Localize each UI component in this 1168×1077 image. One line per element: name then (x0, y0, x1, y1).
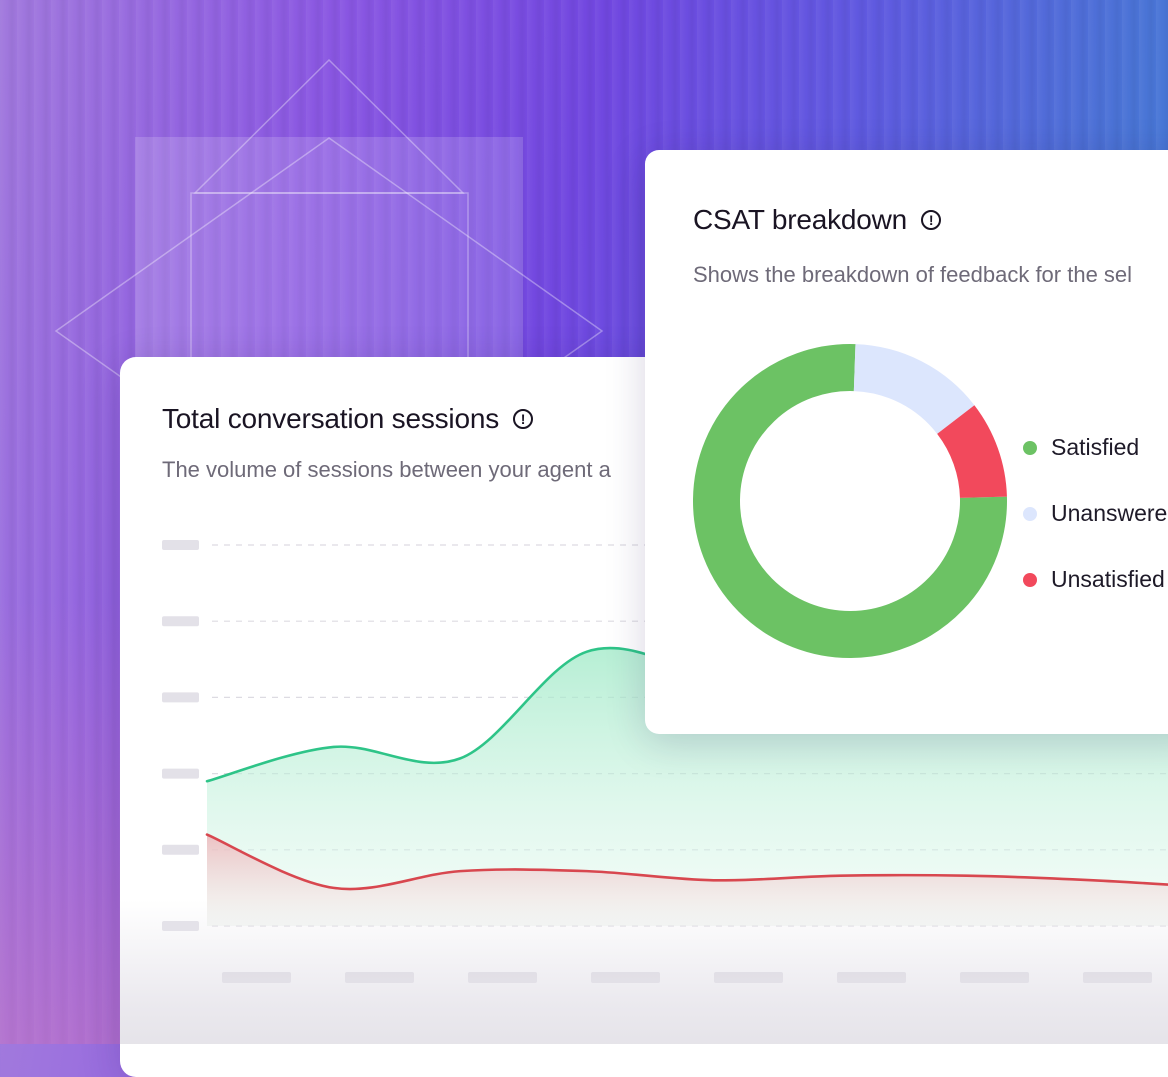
y-tick-placeholder (162, 921, 199, 931)
sessions-subtitle: The volume of sessions between your agen… (162, 457, 611, 482)
csat-title: CSAT breakdown ! (693, 204, 942, 236)
info-icon-glyph: ! (520, 411, 526, 427)
deco-diamond-inner (193, 58, 465, 194)
legend-dot-satisfied (1023, 440, 1037, 455)
info-icon[interactable]: ! (513, 409, 533, 429)
csat-card: CSAT breakdown ! Shows the breakdown of … (645, 150, 1168, 734)
sessions-title: Total conversation sessions ! (162, 403, 533, 435)
sessions-title-text: Total conversation sessions (162, 403, 499, 434)
y-tick-placeholder (162, 540, 199, 550)
y-tick-placeholder (162, 844, 199, 855)
x-tick-placeholder (222, 972, 291, 983)
legend-label: Unanswered (1051, 500, 1168, 526)
y-tick-placeholder (162, 692, 199, 703)
legend-label: Satisfied (1051, 434, 1140, 460)
csat-subtitle: Shows the breakdown of feedback for the … (693, 262, 1133, 287)
x-tick-placeholder (714, 972, 783, 983)
x-tick-placeholder (1083, 972, 1152, 983)
donut-slice-unsatisfied (936, 405, 1007, 499)
x-tick-placeholder (837, 972, 906, 983)
donut-slice-satisfied (693, 344, 1007, 658)
legend-satisfied: Satisfied (1023, 434, 1139, 461)
legend-unanswered: Unanswered (1023, 500, 1168, 527)
donut-slice-unanswered (853, 344, 975, 435)
x-tick-placeholder (591, 972, 660, 983)
x-tick-placeholder (345, 972, 414, 983)
legend-unsatisfied: Unsatisfied (1023, 566, 1165, 593)
csat-donut-chart (693, 344, 1007, 658)
x-tick-placeholder (960, 972, 1029, 983)
info-icon[interactable]: ! (921, 210, 942, 230)
series-line-2 (205, 833, 1168, 891)
legend-label: Unsatisfied (1051, 566, 1165, 592)
legend-dot-unanswered (1023, 506, 1037, 521)
background-glow (0, 600, 130, 1044)
info-icon-glyph: ! (928, 212, 934, 228)
y-tick-placeholder (162, 616, 199, 627)
x-tick-placeholder (468, 972, 537, 983)
legend-dot-unsatisfied (1023, 572, 1037, 587)
y-tick-placeholder (162, 768, 199, 779)
csat-title-text: CSAT breakdown (693, 204, 908, 235)
